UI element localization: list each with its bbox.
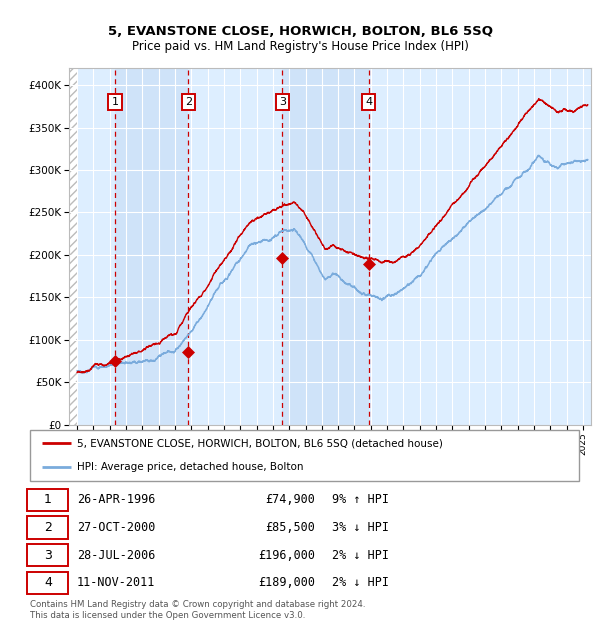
Text: 4: 4 xyxy=(44,576,52,589)
Text: 2% ↓ HPI: 2% ↓ HPI xyxy=(332,576,389,589)
Text: Price paid vs. HM Land Registry's House Price Index (HPI): Price paid vs. HM Land Registry's House … xyxy=(131,40,469,53)
Bar xyxy=(282,68,368,425)
Text: 4: 4 xyxy=(365,97,372,107)
FancyBboxPatch shape xyxy=(27,489,68,511)
FancyBboxPatch shape xyxy=(27,516,68,539)
Text: £196,000: £196,000 xyxy=(259,549,316,562)
Text: 5, EVANSTONE CLOSE, HORWICH, BOLTON, BL6 5SQ (detached house): 5, EVANSTONE CLOSE, HORWICH, BOLTON, BL6… xyxy=(77,438,443,448)
FancyBboxPatch shape xyxy=(27,572,68,594)
Text: 3: 3 xyxy=(44,549,52,562)
Bar xyxy=(115,68,188,425)
Text: HPI: Average price, detached house, Bolton: HPI: Average price, detached house, Bolt… xyxy=(77,462,303,472)
Text: 27-OCT-2000: 27-OCT-2000 xyxy=(77,521,155,534)
Text: 3% ↓ HPI: 3% ↓ HPI xyxy=(332,521,389,534)
Text: 1: 1 xyxy=(44,494,52,507)
Bar xyxy=(69,68,77,425)
Text: 2: 2 xyxy=(185,97,192,107)
Text: 5, EVANSTONE CLOSE, HORWICH, BOLTON, BL6 5SQ: 5, EVANSTONE CLOSE, HORWICH, BOLTON, BL6… xyxy=(107,25,493,38)
Text: 2: 2 xyxy=(44,521,52,534)
Text: 2% ↓ HPI: 2% ↓ HPI xyxy=(332,549,389,562)
Text: £74,900: £74,900 xyxy=(266,494,316,507)
Text: 26-APR-1996: 26-APR-1996 xyxy=(77,494,155,507)
Text: £85,500: £85,500 xyxy=(266,521,316,534)
Text: Contains HM Land Registry data © Crown copyright and database right 2024.
This d: Contains HM Land Registry data © Crown c… xyxy=(30,600,365,619)
Text: 11-NOV-2011: 11-NOV-2011 xyxy=(77,576,155,589)
FancyBboxPatch shape xyxy=(27,544,68,566)
Text: 1: 1 xyxy=(112,97,119,107)
Text: 3: 3 xyxy=(279,97,286,107)
FancyBboxPatch shape xyxy=(30,430,579,480)
Text: £189,000: £189,000 xyxy=(259,576,316,589)
Text: 9% ↑ HPI: 9% ↑ HPI xyxy=(332,494,389,507)
Text: 28-JUL-2006: 28-JUL-2006 xyxy=(77,549,155,562)
